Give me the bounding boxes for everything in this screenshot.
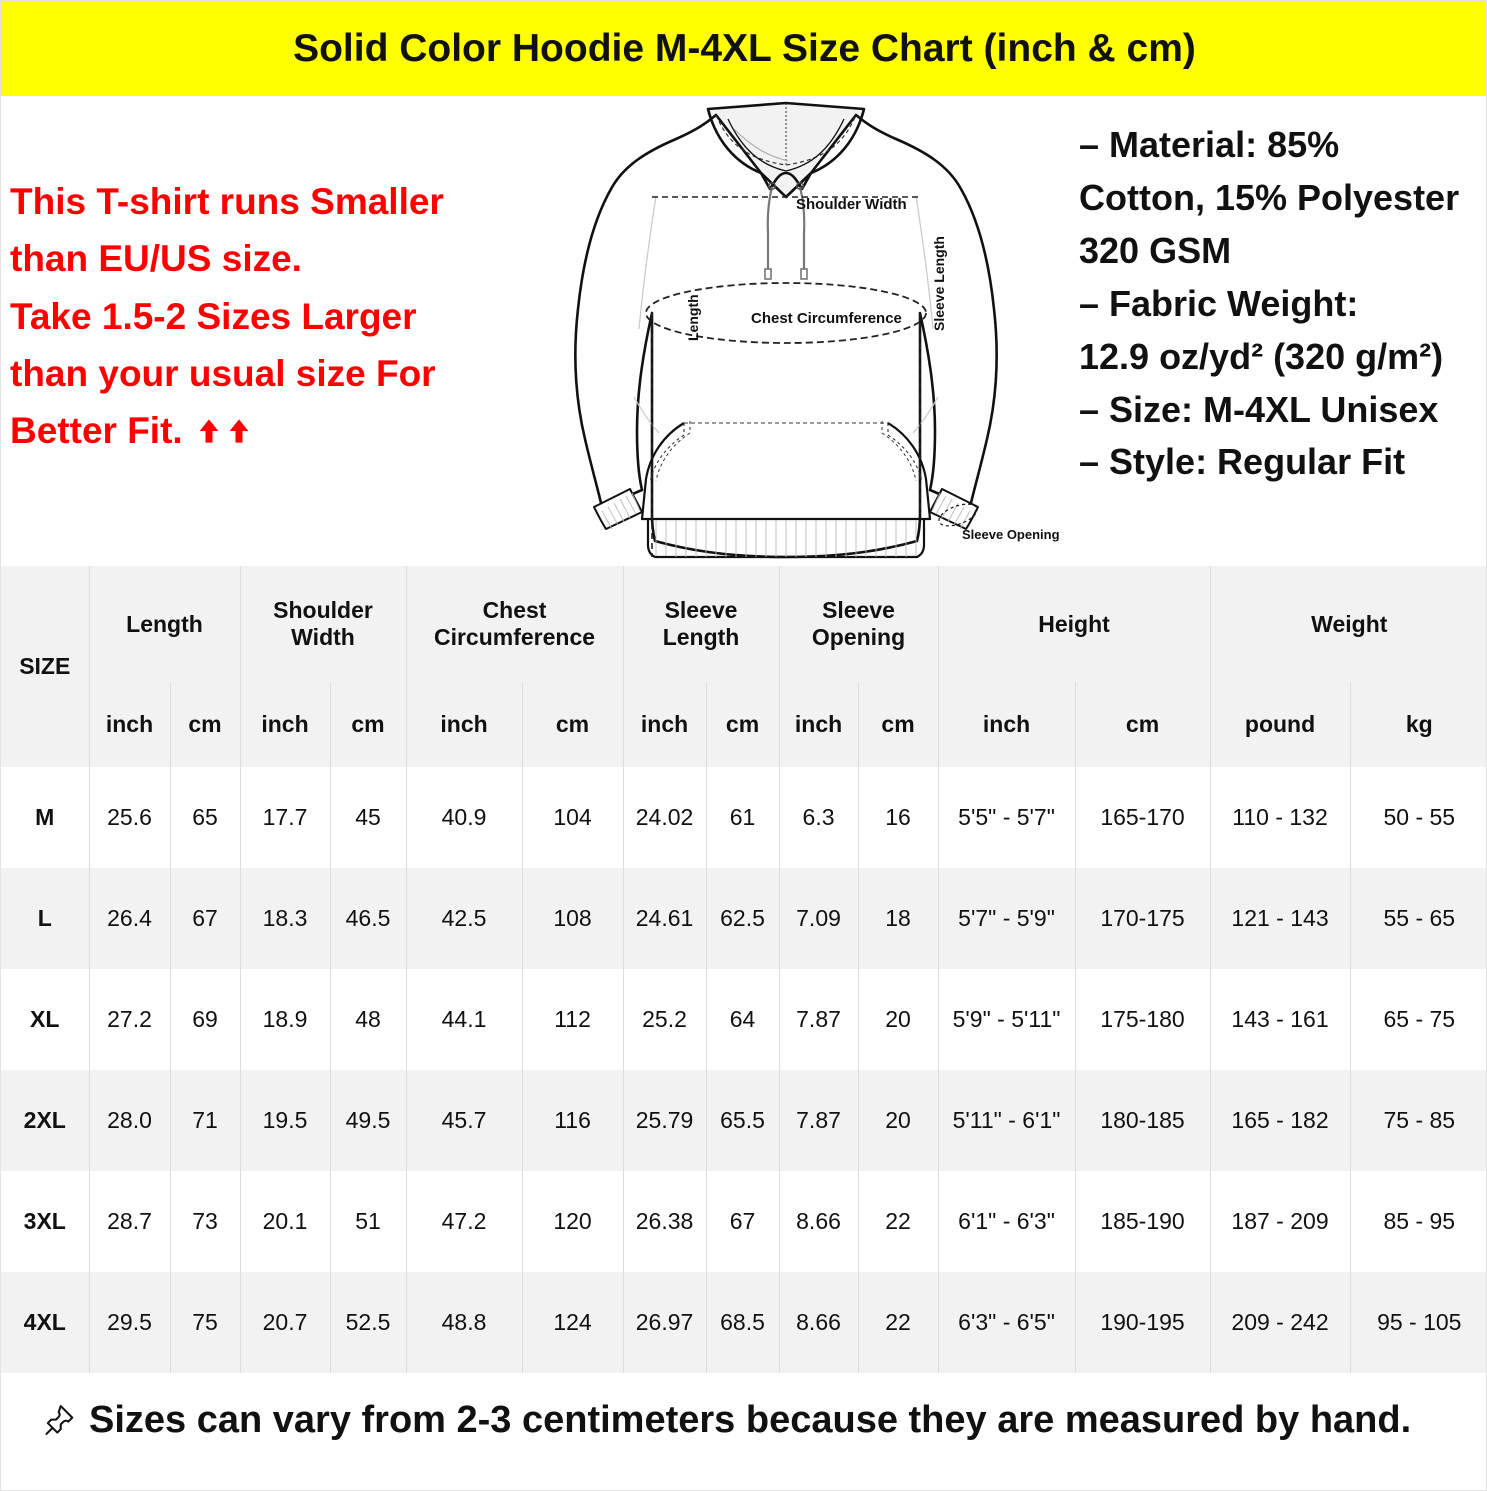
svg-text:Sleeve Length: Sleeve Length	[931, 236, 947, 331]
svg-text:Shoulder Width: Shoulder Width	[796, 196, 907, 213]
svg-text:Sleeve Opening: Sleeve Opening	[962, 527, 1060, 542]
svg-text:Length: Length	[685, 294, 701, 341]
svg-text:Chest Circumference: Chest Circumference	[751, 310, 902, 327]
